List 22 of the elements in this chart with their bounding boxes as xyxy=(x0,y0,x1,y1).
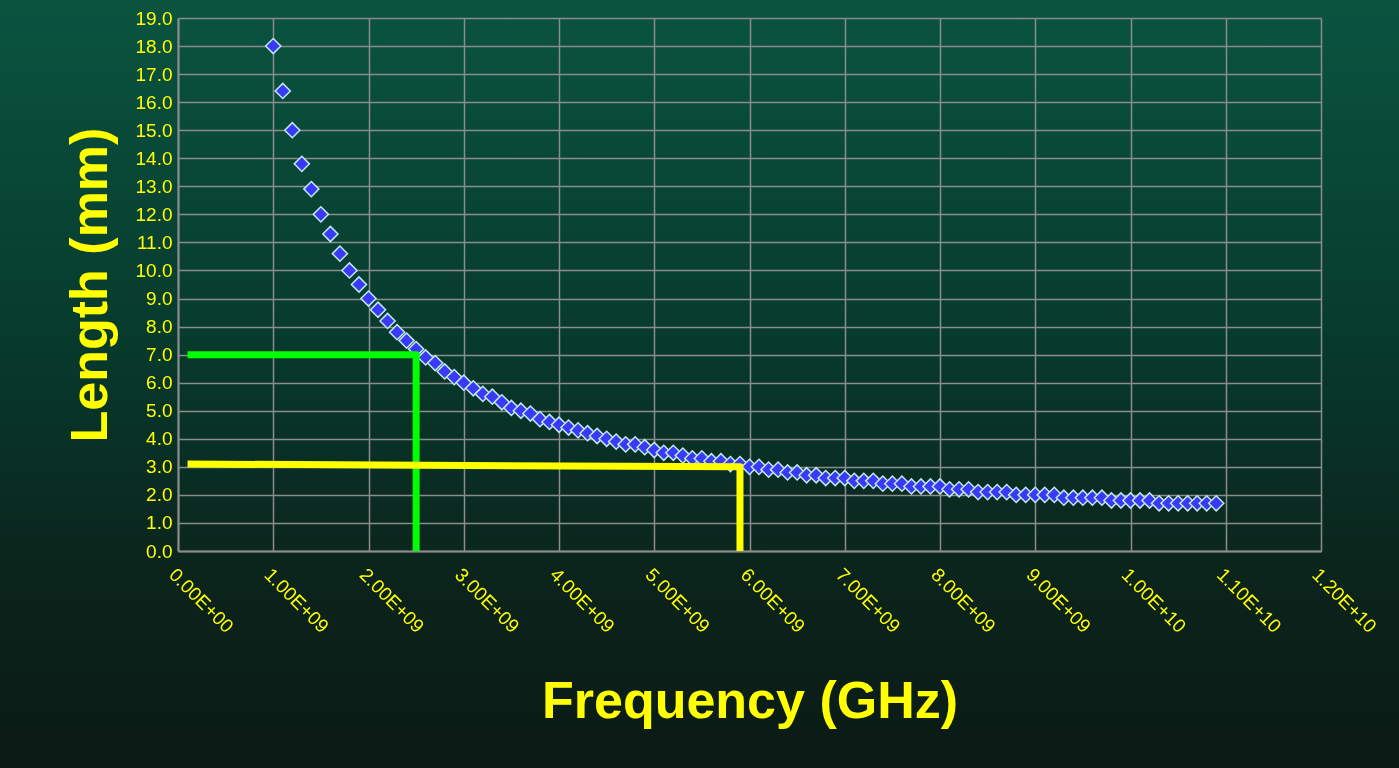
y-tick-label: 9.0 xyxy=(146,288,173,310)
y-tick-label: 5.0 xyxy=(146,400,173,422)
y-tick-label: 13.0 xyxy=(135,175,173,197)
y-tick-label: 4.0 xyxy=(146,428,173,450)
y-tick-label: 17.0 xyxy=(135,63,173,85)
y-tick-label: 0.0 xyxy=(146,540,173,562)
y-tick-label: 2.0 xyxy=(146,484,173,506)
y-tick-label: 3.0 xyxy=(146,456,173,478)
y-tick-label: 8.0 xyxy=(146,316,173,338)
y-tick-label: 16.0 xyxy=(135,91,173,113)
y-tick-label: 10.0 xyxy=(135,259,173,281)
x-axis-title: Frequency (GHz) xyxy=(541,670,959,729)
y-tick-label: 7.0 xyxy=(146,344,173,366)
y-tick-label: 1.0 xyxy=(146,512,173,534)
y-axis-title: Length (mm) xyxy=(59,127,118,443)
y-tick-label: 11.0 xyxy=(136,231,173,253)
y-tick-label: 6.0 xyxy=(146,372,173,394)
y-tick-label: 15.0 xyxy=(135,119,173,141)
y-tick-label: 14.0 xyxy=(135,147,173,169)
y-tick-label: 19.0 xyxy=(135,7,173,29)
y-tick-label: 18.0 xyxy=(135,35,173,57)
y-tick-label: 12.0 xyxy=(135,203,173,225)
